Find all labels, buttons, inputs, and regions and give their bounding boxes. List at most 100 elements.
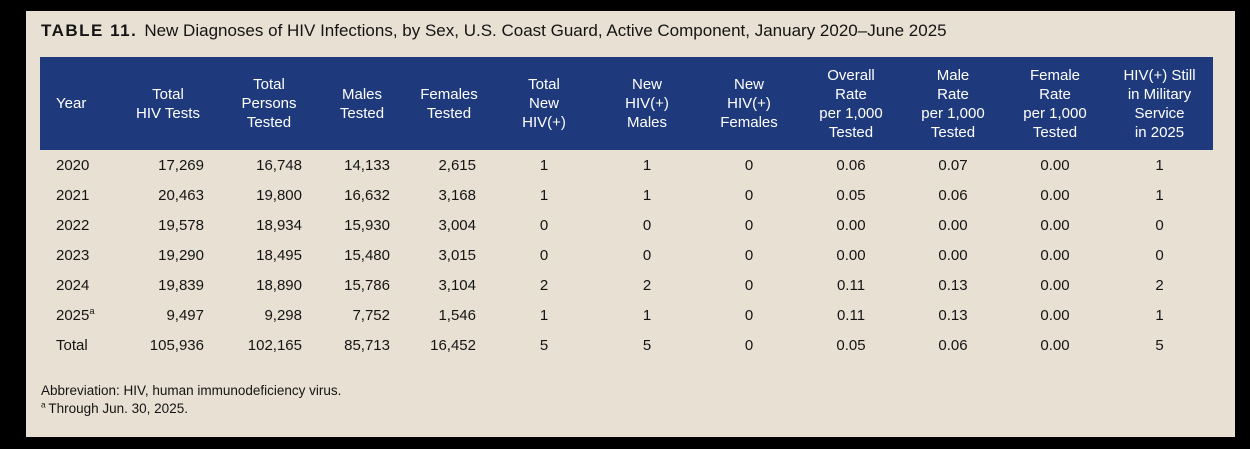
table-cell: 1,546 (438, 306, 476, 324)
table-cell: 0.13 (938, 276, 968, 294)
table-cell: 9,298 (264, 306, 302, 324)
table-title-text: New Diagnoses of HIV Infections, by Sex,… (144, 21, 947, 40)
footnote-marker: a (89, 305, 95, 316)
table-cell: 1 (1155, 186, 1164, 204)
table-cell: 0.07 (938, 156, 968, 174)
table-cell: 102,165 (247, 336, 302, 354)
table-cell: 85,713 (344, 336, 390, 354)
table-cell: 0.00 (938, 246, 968, 264)
table-cell: 0.00 (1040, 276, 1070, 294)
table-cell: 1 (539, 186, 549, 204)
table-cell: 0 (539, 246, 549, 264)
table-cell: 1 (1155, 156, 1164, 174)
table-cell: 15,480 (344, 246, 390, 264)
page-background: TABLE 11. New Diagnoses of HIV Infections… (26, 11, 1235, 437)
table-title: TABLE 11. New Diagnoses of HIV Infections… (41, 21, 1235, 41)
table-cell: 0.00 (1040, 156, 1070, 174)
table-cell: 0 (744, 216, 754, 234)
table-cell: 19,839 (158, 276, 204, 294)
table-cell: 0.00 (836, 216, 866, 234)
table-cell: 0 (642, 246, 652, 264)
table-cell: 1 (642, 156, 652, 174)
table-header: Year Total HIV Tests Total Persons Tested Male… (40, 57, 1213, 150)
table-cell: 105,936 (149, 336, 204, 354)
column-header-total-hiv-tests: Total HIV Tests (116, 57, 220, 150)
table-cell: 0 (1155, 216, 1164, 234)
footnote: Abbreviation: HIV, human immunodeficienc… (41, 383, 342, 398)
table-cell: 0 (642, 216, 652, 234)
column-header-overall-rate: Overall Rate per 1,000 Tested (800, 57, 902, 150)
table-cell: 0.05 (836, 186, 866, 204)
table-row: 2024 19,839 18,890 15,786 3,104 2 2 0 0.11 0.13 0.… (40, 270, 1213, 300)
table-cell: 0.00 (1040, 246, 1070, 264)
column-header-still-in-service-2025: HIV(+) Still in Military Service in 2025 (1106, 57, 1213, 150)
table-cell: 1 (642, 306, 652, 324)
table-cell: 0.00 (836, 246, 866, 264)
footnote-marker: a (41, 399, 46, 410)
table-cell-year: 2025a (56, 305, 95, 324)
table-cell: 2 (642, 276, 652, 294)
table-cell: 0.00 (1040, 186, 1070, 204)
table-cell: 0.05 (836, 336, 866, 354)
table-cell: 0 (1155, 246, 1164, 264)
table-row: 2020 17,269 16,748 14,133 2,615 1 1 0 0.06 0.07 0.… (40, 150, 1213, 180)
table-title-label: TABLE 11. (41, 21, 138, 40)
table-cell: 0 (744, 156, 754, 174)
table-cell: 0 (744, 336, 754, 354)
table-cell: 1 (539, 156, 549, 174)
table-cell: 15,786 (344, 276, 390, 294)
table-cell: 14,133 (344, 156, 390, 174)
table-cell-year: 2022 (56, 216, 90, 234)
table-cell: 0.11 (836, 306, 866, 324)
table-cell: 20,463 (158, 186, 204, 204)
table-row: 2023 19,290 18,495 15,480 3,015 0 0 0 0.00 0.00 0.… (40, 240, 1213, 270)
column-header-males-tested: Males Tested (318, 57, 406, 150)
table-cell: 5 (642, 336, 652, 354)
table-cell-year: Total (56, 336, 88, 354)
table-cell: 0.00 (1040, 336, 1070, 354)
table-cell: 1 (642, 186, 652, 204)
table-cell: 18,934 (256, 216, 302, 234)
table-cell: 7,752 (352, 306, 390, 324)
table-cell: 18,495 (256, 246, 302, 264)
table-row: 2025a 9,497 9,298 7,752 1,546 1 1 0 0.11 0.13 0.00… (40, 300, 1213, 330)
table-cell: 19,578 (158, 216, 204, 234)
table-cell: 0.06 (836, 156, 866, 174)
footnote: a Through Jun. 30, 2025. (41, 399, 188, 416)
table-cell-year: 2023 (56, 246, 90, 264)
table-cell: 0 (744, 186, 754, 204)
column-header-male-rate: Male Rate per 1,000 Tested (902, 57, 1004, 150)
table-cell: 16,452 (430, 336, 476, 354)
column-header-females-tested: Females Tested (406, 57, 492, 150)
table-cell: 0.11 (836, 276, 866, 294)
table-row: 2021 20,463 19,800 16,632 3,168 1 1 0 0.05 0.06 0.… (40, 180, 1213, 210)
table-cell: 5 (1155, 336, 1164, 354)
column-header-total-persons-tested: Total Persons Tested (220, 57, 318, 150)
table-cell: 18,890 (256, 276, 302, 294)
table-row: 2022 19,578 18,934 15,930 3,004 0 0 0 0.00 0.00 0.… (40, 210, 1213, 240)
table-cell: 3,004 (438, 216, 476, 234)
table-cell: 2 (539, 276, 549, 294)
table-cell: 0.00 (938, 216, 968, 234)
table-cell: 19,290 (158, 246, 204, 264)
table-cell: 0 (744, 306, 754, 324)
table-cell: 0.13 (938, 306, 968, 324)
table-cell: 17,269 (158, 156, 204, 174)
table-cell: 2,615 (438, 156, 476, 174)
table-cell: 15,930 (344, 216, 390, 234)
table-cell: 9,497 (166, 306, 204, 324)
table-cell: 0 (744, 246, 754, 264)
table-cell: 16,632 (344, 186, 390, 204)
footnotes: Abbreviation: HIV, human immunodeficienc… (41, 382, 1235, 418)
column-header-new-hiv-positive-males: New HIV(+) Males (596, 57, 698, 150)
column-header-new-hiv-positive-females: New HIV(+) Females (698, 57, 800, 150)
table-body: 2020 17,269 16,748 14,133 2,615 1 1 0 0.06 0.07 0.… (40, 150, 1213, 360)
column-header-total-new-hiv-positive: Total New HIV(+) (492, 57, 596, 150)
table-cell: 0.06 (938, 336, 968, 354)
table-cell: 0.06 (938, 186, 968, 204)
data-table: Year Total HIV Tests Total Persons Tested Male… (40, 57, 1213, 360)
table-cell: 3,015 (438, 246, 476, 264)
table-cell: 19,800 (256, 186, 302, 204)
table-cell: 3,104 (438, 276, 476, 294)
